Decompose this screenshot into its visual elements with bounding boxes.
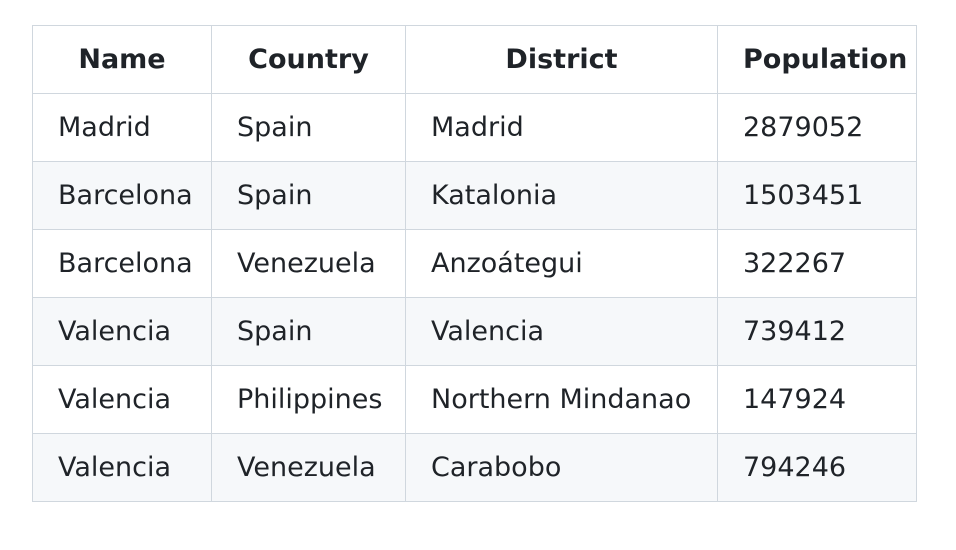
table-row: Madrid Spain Madrid 2879052 [32,93,917,162]
cell-district: Valencia [405,297,718,366]
cities-table-container: Name Country District Population Madrid … [32,25,917,502]
cell-country: Spain [211,93,406,162]
cell-district: Carabobo [405,433,718,502]
cell-district: Madrid [405,93,718,162]
cell-population: 147924 [717,365,917,434]
table-body: Madrid Spain Madrid 2879052 Barcelona Sp… [32,93,917,502]
table-row: Valencia Spain Valencia 739412 [32,297,917,366]
header-district: District [405,25,718,94]
cell-country: Venezuela [211,433,406,502]
table-row: Barcelona Venezuela Anzoátegui 322267 [32,229,917,298]
cell-country: Venezuela [211,229,406,298]
cell-population: 739412 [717,297,917,366]
cell-country: Philippines [211,365,406,434]
table-row: Valencia Venezuela Carabobo 794246 [32,433,917,502]
table-row: Valencia Philippines Northern Mindanao 1… [32,365,917,434]
cell-name: Barcelona [32,161,212,230]
cell-district: Northern Mindanao [405,365,718,434]
cell-country: Spain [211,297,406,366]
cell-name: Valencia [32,433,212,502]
cell-name: Valencia [32,365,212,434]
cell-district: Anzoátegui [405,229,718,298]
cell-name: Barcelona [32,229,212,298]
header-population: Population [717,25,917,94]
table-row: Barcelona Spain Katalonia 1503451 [32,161,917,230]
cell-population: 2879052 [717,93,917,162]
cell-country: Spain [211,161,406,230]
cell-population: 794246 [717,433,917,502]
cell-district: Katalonia [405,161,718,230]
cell-population: 1503451 [717,161,917,230]
header-name: Name [32,25,212,94]
table-header: Name Country District Population [32,25,917,94]
cell-name: Madrid [32,93,212,162]
cities-table: Name Country District Population Madrid … [32,25,917,502]
header-country: Country [211,25,406,94]
header-row: Name Country District Population [32,25,917,94]
cell-name: Valencia [32,297,212,366]
cell-population: 322267 [717,229,917,298]
